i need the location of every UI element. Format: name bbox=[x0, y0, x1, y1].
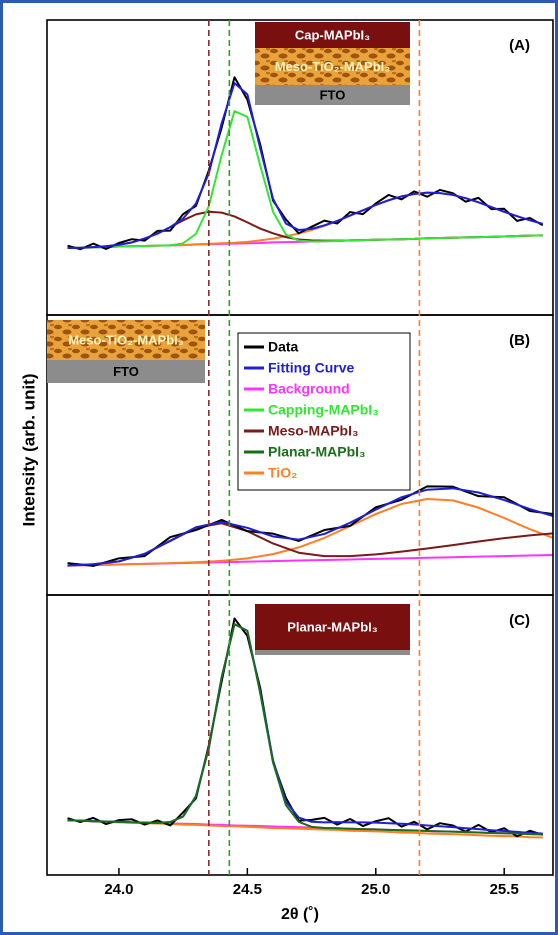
panel-label: (C) bbox=[509, 612, 530, 629]
x-axis-label: 2θ (˚) bbox=[281, 906, 319, 923]
plot-area bbox=[67, 76, 544, 251]
inset-layer bbox=[255, 85, 410, 105]
series-line bbox=[67, 82, 543, 250]
inset-layer bbox=[255, 22, 410, 48]
series-line bbox=[67, 497, 553, 567]
inset-layer bbox=[47, 360, 205, 383]
legend-box bbox=[237, 332, 411, 491]
series-line bbox=[67, 623, 543, 836]
x-tick-label: 24.0 bbox=[104, 881, 133, 898]
inset-label: FTO bbox=[113, 364, 139, 379]
inset-layer bbox=[255, 48, 410, 85]
y-axis-label: Intensity (arb. unit) bbox=[19, 374, 38, 527]
inset-label: FTO bbox=[320, 87, 346, 102]
inset-layer bbox=[255, 650, 410, 655]
legend-label: Planar-MAPbI₃ bbox=[268, 444, 366, 460]
plot-area bbox=[67, 617, 544, 839]
series-line bbox=[67, 485, 553, 567]
plot-area bbox=[67, 485, 553, 567]
series-line bbox=[67, 110, 543, 250]
series-line bbox=[67, 623, 543, 835]
legend-label: Meso-MAPbI₃ bbox=[268, 423, 358, 439]
panel-frame bbox=[46, 594, 554, 876]
legend-label: Background bbox=[268, 381, 350, 397]
panel-label: (A) bbox=[509, 37, 530, 54]
inset-label: Planar-MAPbI₃ bbox=[287, 619, 378, 634]
x-tick-label: 24.5 bbox=[233, 881, 262, 898]
x-tick-label: 25.5 bbox=[490, 881, 519, 898]
inset-layer bbox=[47, 320, 205, 360]
inset-layer bbox=[255, 604, 410, 650]
inset-label: Cap-MAPbI₃ bbox=[295, 27, 370, 42]
inset-label: FTO bbox=[332, 652, 334, 654]
legend-label: Fitting Curve bbox=[268, 360, 355, 376]
x-tick-label: 25.0 bbox=[361, 881, 390, 898]
inset-label: Meso-TiO₂-MAPbI₃ bbox=[68, 332, 184, 347]
legend-label: TiO₂ bbox=[268, 465, 297, 481]
inset-label: Meso-TiO₂-MAPbI₃ bbox=[275, 59, 391, 74]
legend-label: Data bbox=[268, 339, 299, 355]
series-line bbox=[67, 522, 553, 567]
panel-label: (B) bbox=[509, 332, 530, 349]
series-line bbox=[67, 487, 553, 567]
legend-label: Capping-MAPbI₃ bbox=[268, 402, 379, 418]
